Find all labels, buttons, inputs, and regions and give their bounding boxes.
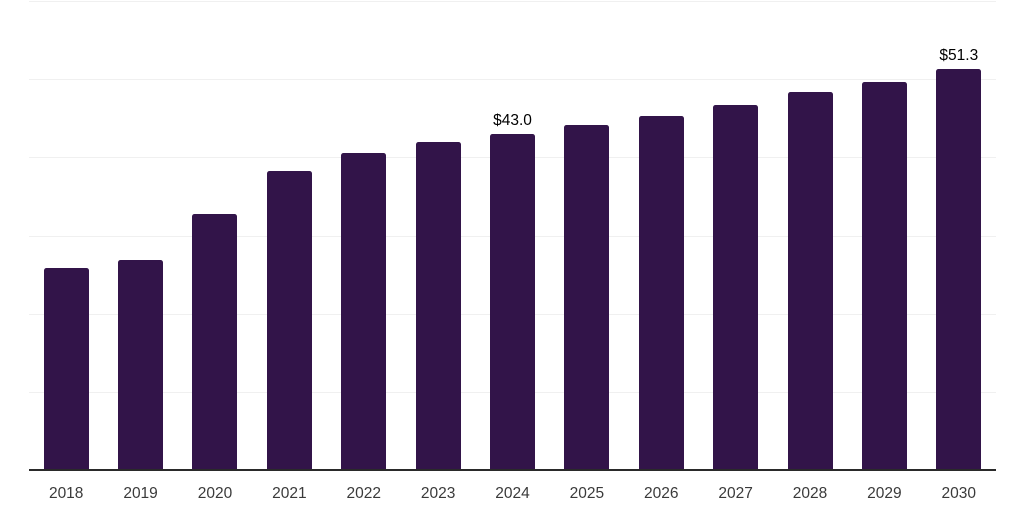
bar-2020 <box>192 214 238 470</box>
x-tick-2027: 2027 <box>718 485 753 502</box>
bar-2026 <box>638 115 684 470</box>
x-tick-2028: 2028 <box>792 485 828 502</box>
bar-2029 <box>861 81 907 470</box>
x-tick-2024: 2024 <box>495 485 530 502</box>
value-label-2030: $51.3 <box>939 47 979 64</box>
bar-2027 <box>713 104 759 470</box>
gridline-y-60 <box>29 1 996 2</box>
value-label-2024: $43.0 <box>493 111 532 129</box>
bar-2023 <box>415 141 461 470</box>
gridline-y-50 <box>29 79 996 81</box>
x-tick-2022: 2022 <box>346 485 381 502</box>
bar-2030 <box>936 69 982 470</box>
bar-2024 <box>490 133 535 470</box>
bar-2028 <box>787 92 833 470</box>
x-tick-2025: 2025 <box>569 485 605 502</box>
x-tick-2020: 2020 <box>197 485 233 502</box>
x-tick-2026: 2026 <box>644 485 679 502</box>
x-tick-2018: 2018 <box>48 485 84 502</box>
x-tick-2019: 2019 <box>123 485 158 502</box>
x-tick-2023: 2023 <box>420 485 456 502</box>
bar-2025 <box>564 125 610 470</box>
x-tick-2021: 2021 <box>272 485 307 502</box>
bar-2019 <box>118 259 164 470</box>
bar-2018 <box>43 267 89 470</box>
plot-area: $43.0 $51.3 <box>29 0 996 471</box>
x-axis-line <box>29 469 996 471</box>
bar-2022 <box>341 153 387 470</box>
x-tick-2029: 2029 <box>867 485 902 502</box>
bar-2021 <box>266 170 312 470</box>
x-tick-2030: 2030 <box>941 485 977 502</box>
